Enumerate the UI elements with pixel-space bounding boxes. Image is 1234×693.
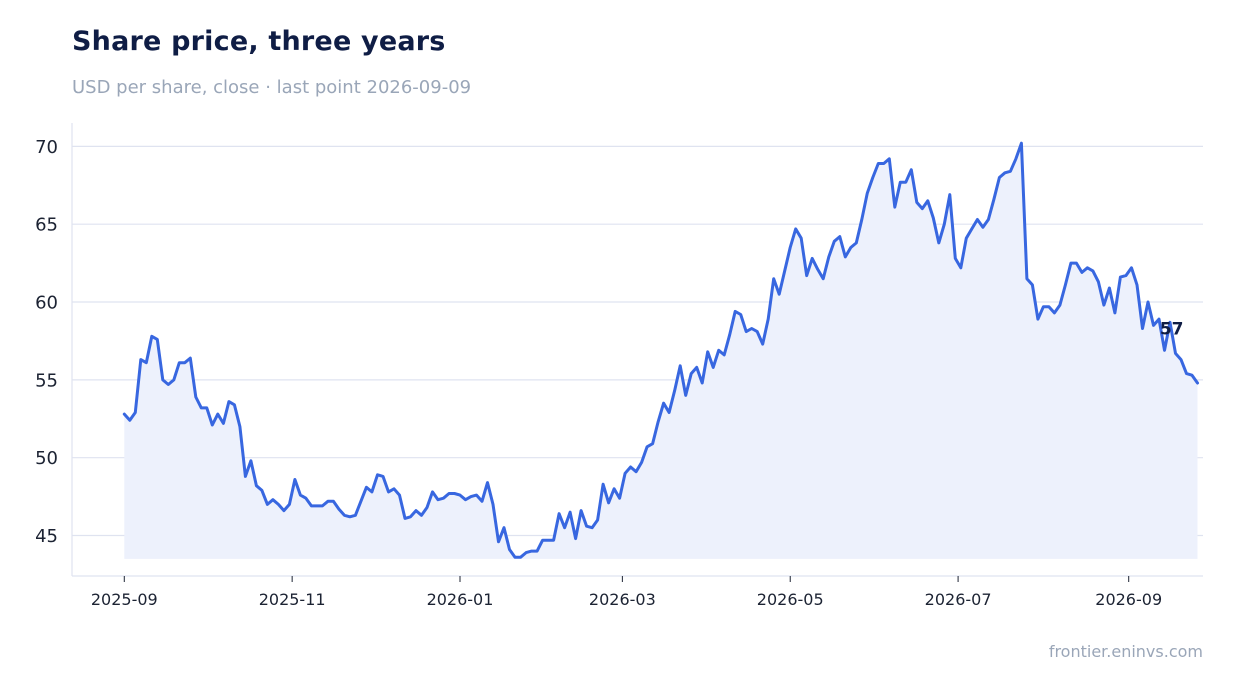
y-tick-label: 70 (35, 137, 58, 158)
chart-title: Share price, three years (72, 26, 446, 57)
x-tick-label: 2026-05 (757, 590, 824, 609)
series-line (122, 141, 1199, 559)
y-tick-label: 65 (35, 215, 58, 236)
source-credit: frontier.eninvs.com (1048, 642, 1203, 661)
series-area (124, 143, 1198, 559)
y-tick-label: 60 (35, 293, 58, 314)
chart-subtitle: USD per share, close · last point 2026-0… (72, 77, 472, 98)
x-tick-label: 2025-09 (91, 590, 158, 609)
y-tick-label: 55 (35, 370, 58, 391)
x-tick-label: 2026-07 (925, 590, 992, 609)
end-value-label: 57 (1160, 320, 1184, 340)
x-tick-label: 2026-09 (1095, 590, 1162, 609)
x-tick-label: 2026-01 (427, 590, 494, 609)
y-tick-label: 50 (35, 448, 58, 469)
y-tick-label: 45 (35, 526, 58, 547)
x-tick-label: 2025-11 (259, 590, 326, 609)
x-tick-label: 2026-03 (589, 590, 656, 609)
